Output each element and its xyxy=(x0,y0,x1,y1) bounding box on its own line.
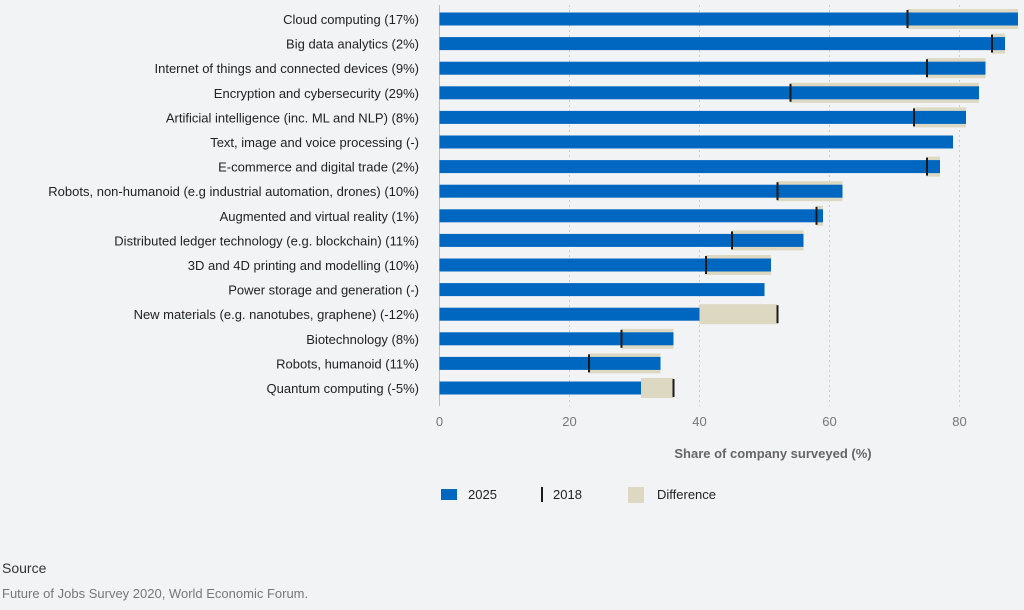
category-labels: Cloud computing (17%) Big data analytics … xyxy=(48,12,419,396)
bar-2025 xyxy=(439,37,1005,51)
category-label: Internet of things and connected devices… xyxy=(155,61,420,76)
marker-2018 xyxy=(776,182,779,201)
bar-2025 xyxy=(439,381,641,395)
bar-2025 xyxy=(439,258,771,272)
legend-swatch-difference xyxy=(628,487,644,503)
marker-2018 xyxy=(776,305,779,324)
marker-2018 xyxy=(926,157,928,176)
x-axis-title: Share of company surveyed (%) xyxy=(674,446,871,461)
bar-2025 xyxy=(439,332,674,346)
category-label: Cloud computing (17%) xyxy=(283,12,419,27)
category-label: Power storage and generation (-) xyxy=(228,283,419,298)
bar-2025 xyxy=(439,283,765,297)
bar-2025 xyxy=(439,233,804,247)
x-tick-label: 20 xyxy=(562,414,576,429)
legend-label-difference: Difference xyxy=(657,487,716,502)
category-label: E-commerce and digital trade (2%) xyxy=(218,160,419,175)
category-label: Distributed ledger technology (e.g. bloc… xyxy=(114,233,419,248)
category-label: Robots, humanoid (11%) xyxy=(276,356,419,371)
legend-label-2018: 2018 xyxy=(553,487,582,502)
category-label: Artificial intelligence (inc. ML and NLP… xyxy=(166,110,419,125)
legend-swatch-2018 xyxy=(541,487,543,502)
x-tick-label: 40 xyxy=(692,414,706,429)
marker-2018 xyxy=(620,329,623,348)
bars xyxy=(439,9,1018,398)
legend-label-2025: 2025 xyxy=(468,487,497,502)
x-tick-label: 60 xyxy=(822,414,836,429)
bar-2025 xyxy=(439,135,953,149)
bar-2025 xyxy=(439,356,661,370)
difference-box xyxy=(641,378,674,398)
source-heading: Source xyxy=(2,560,47,576)
bar-2025 xyxy=(439,86,979,100)
bar-2025 xyxy=(439,209,823,223)
category-label: Encryption and cybersecurity (29%) xyxy=(214,86,419,101)
marker-2018 xyxy=(815,206,818,225)
category-label: New materials (e.g. nanotubes, graphene)… xyxy=(134,307,419,322)
category-label: Big data analytics (2%) xyxy=(286,37,419,52)
marker-2018 xyxy=(926,59,928,78)
bar-2025 xyxy=(439,160,940,174)
bar-2025 xyxy=(439,110,966,124)
marker-2018 xyxy=(906,10,909,28)
marker-2018 xyxy=(705,256,707,274)
category-label: Quantum computing (-5%) xyxy=(267,381,419,396)
x-tick-label: 0 xyxy=(436,414,443,429)
marker-2018 xyxy=(588,354,590,373)
bar-2025 xyxy=(439,307,700,321)
x-tick-label: 80 xyxy=(952,414,966,429)
bar-2025 xyxy=(439,184,843,198)
marker-2018 xyxy=(991,34,993,53)
category-label: 3D and 4D printing and modelling (10%) xyxy=(188,258,419,273)
bar-2025 xyxy=(439,12,1018,26)
marker-2018 xyxy=(672,379,675,397)
marker-2018 xyxy=(731,231,733,250)
category-label: Biotechnology (8%) xyxy=(306,332,419,347)
legend: 2025 2018 Difference xyxy=(441,487,716,503)
bar-2025 xyxy=(439,61,986,75)
category-label: Augmented and virtual reality (1%) xyxy=(220,209,419,224)
x-tick-labels: 0 20 40 60 80 xyxy=(436,414,967,429)
category-label: Robots, non-humanoid (e.g industrial aut… xyxy=(48,184,419,199)
source-text: Future of Jobs Survey 2020, World Econom… xyxy=(2,586,308,601)
marker-2018 xyxy=(789,83,792,102)
difference-box xyxy=(699,304,778,325)
category-label: Text, image and voice processing (-) xyxy=(210,135,419,150)
legend-swatch-2025 xyxy=(441,489,457,500)
marker-2018 xyxy=(913,108,915,127)
